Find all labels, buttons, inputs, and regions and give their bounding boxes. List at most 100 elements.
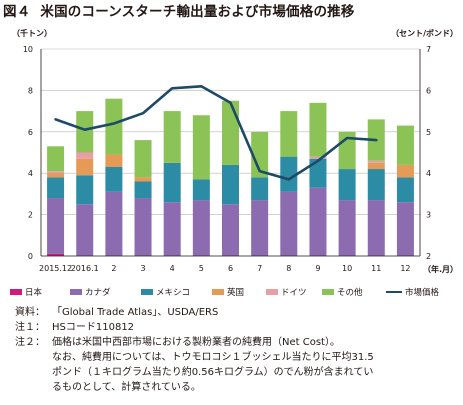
right-tick-label: 6	[426, 86, 431, 95]
note-text: HSコード110812	[52, 322, 135, 333]
x-tick-label: 2	[111, 264, 116, 273]
legend-item: 市場価格	[386, 285, 439, 299]
bar-segment-3	[134, 181, 152, 199]
bar-segment-3	[222, 164, 239, 205]
right-tick-label: 3	[426, 211, 431, 220]
bar-segment-2	[309, 187, 327, 256]
note-line: 資料： 「Global Trade Atlas」、USDA/ERS	[15, 305, 460, 320]
bar-segment-6	[47, 146, 65, 172]
x-tick-label: 2015.12	[39, 264, 72, 273]
left-axis-unit: （千トン）	[12, 28, 52, 38]
bar-segment-5	[367, 160, 385, 163]
note-text: 「Global Trade Atlas」、USDA/ERS	[52, 307, 219, 318]
note-line: 注２： 価格は米国中西部市場における製粉業者の純費用（Net Cost）。	[15, 335, 460, 350]
figure-number: 図４	[3, 4, 31, 20]
note-label: 資料：	[15, 307, 45, 318]
left-tick-label: 4	[28, 169, 33, 178]
legend-label: 市場価格	[405, 288, 440, 298]
bar-segment-3	[396, 177, 414, 203]
legend-swatch	[212, 289, 224, 295]
bar-segment-6	[76, 111, 94, 153]
x-tick-label: 11	[371, 264, 381, 273]
bar-segment-1	[47, 253, 65, 256]
bar-segment-4	[47, 173, 65, 178]
legend-item: ドイツ	[266, 285, 307, 299]
bar-segment-6	[192, 115, 210, 180]
bar-segment-6	[251, 131, 269, 178]
bars	[47, 98, 414, 256]
legend-label: カナダ	[85, 288, 111, 298]
bar-segment-6	[222, 100, 239, 165]
price-line	[54, 85, 378, 181]
legend-line-swatch	[386, 290, 402, 294]
bar-segment-3	[192, 179, 210, 201]
left-tick-label: 10	[23, 45, 33, 54]
note-text: 価格は米国中西部市場における製粉業者の純費用（Net Cost）。	[52, 337, 340, 348]
right-tick-label: 7	[426, 45, 431, 54]
bar-segment-6	[134, 140, 152, 178]
bar-segment-2	[192, 200, 210, 256]
x-tick-label: 5	[199, 264, 204, 273]
x-tick-label: 10	[342, 264, 352, 273]
bar-segment-2	[163, 202, 181, 256]
axes	[40, 49, 421, 257]
bar-segment-2	[280, 191, 298, 256]
legend-label: メキシコ	[156, 288, 191, 298]
note-continuation: ポンド（１キログラム当たり約0.56キログラム）のでん粉が含まれてい	[52, 367, 374, 378]
legend-swatch	[10, 289, 22, 295]
legend-label: ドイツ	[281, 288, 307, 298]
x-axis-unit: （年.月）	[423, 264, 458, 274]
legend-label: その他	[337, 288, 363, 298]
note-label: 注２：	[15, 337, 45, 348]
bar-segment-3	[309, 158, 327, 188]
bar-segment-6	[280, 111, 298, 157]
right-tick-label: 4	[426, 169, 431, 178]
legend: 日本 カナダ メキシコ 英国 ドイツ その他 市場価格	[10, 285, 460, 299]
bar-segment-6	[396, 125, 414, 165]
legend-item: 日本	[10, 285, 42, 299]
bar-segment-3	[338, 169, 356, 201]
x-tick-label: 2016.1	[71, 264, 99, 273]
left-tick-label: 6	[28, 128, 33, 137]
legend-item: その他	[322, 285, 363, 299]
bar-segment-3	[47, 177, 65, 199]
bar-segment-3	[280, 156, 298, 192]
bar-segment-3	[367, 169, 385, 201]
x-tick-label: 8	[286, 264, 291, 273]
legend-swatch	[322, 289, 334, 295]
note-label: 注１：	[15, 322, 45, 333]
chart-title: 図４ 米国のコーンスターチ輸出量および市場価格の推移	[3, 0, 355, 20]
right-axis-unit: （セント/ポンド）	[391, 28, 458, 38]
x-tick-label: 9	[315, 264, 320, 273]
right-tick-label: 2	[426, 252, 431, 261]
legend-swatch	[141, 289, 153, 295]
figure-title-text: 米国のコーンスターチ輸出量および市場価格の推移	[40, 4, 355, 20]
notes: 資料： 「Global Trade Atlas」、USDA/ERS 注１： HSコード…	[15, 305, 460, 395]
bar-segment-6	[105, 98, 123, 155]
bar-segment-6	[309, 102, 327, 157]
bar-segment-2	[251, 200, 269, 256]
legend-swatch	[70, 289, 82, 295]
note-continuation: なお、純費用については、トウモロコシ１ブッシェル当たりに平均31.5	[52, 352, 374, 363]
bar-segment-5	[76, 152, 94, 159]
legend-label: 英国	[227, 288, 245, 298]
legend-item: カナダ	[70, 285, 111, 299]
note-line: 注１： HSコード110812	[15, 320, 460, 335]
left-tick-label: 0	[28, 252, 33, 261]
bar-segment-2	[47, 198, 65, 254]
bar-segment-4	[76, 158, 94, 176]
bar-segment-2	[367, 200, 385, 256]
bar-segment-3	[251, 177, 269, 201]
left-axis-ticks: 0 2 4 6 8 10	[23, 45, 33, 261]
legend-label: 日本	[25, 288, 43, 298]
left-tick-label: 2	[28, 211, 33, 220]
bar-segment-6	[163, 111, 181, 163]
bar-segment-5	[309, 156, 327, 159]
right-tick-label: 5	[426, 128, 431, 137]
bar-segment-2	[76, 204, 94, 256]
bar-segment-2	[134, 198, 152, 256]
bar-segment-3	[105, 166, 123, 192]
right-axis-ticks: 2 3 4 5 6 7	[426, 45, 431, 261]
bar-segment-4	[396, 164, 414, 178]
